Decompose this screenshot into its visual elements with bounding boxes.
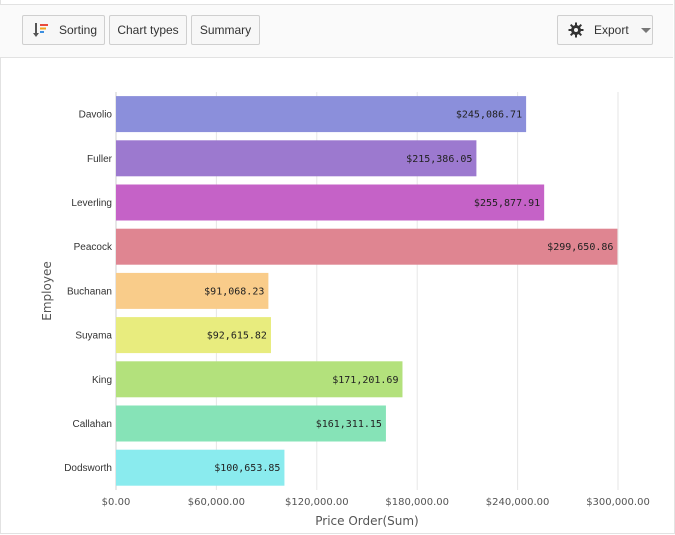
category-labels: Davolio Fuller Leverling Peacock Buchanan Suy…	[64, 110, 113, 475]
bar[interactable]	[116, 361, 403, 398]
chart-types-button[interactable]: Chart types	[109, 15, 187, 45]
bar[interactable]	[116, 449, 285, 486]
data-label: $245,086.71	[456, 110, 522, 121]
summary-button[interactable]: Summary	[191, 15, 260, 45]
bars: $245,086.71 $215,386.05 $255,877.91 $299,65…	[116, 96, 618, 486]
bar[interactable]	[116, 228, 618, 265]
bar[interactable]	[116, 184, 545, 221]
sorting-icon	[33, 23, 48, 37]
x-tick-labels: $0.00 $60,000.00 $120,000.00 $180,000.00 $24…	[102, 497, 650, 508]
data-label: $171,201.69	[332, 375, 398, 386]
category-label: Fuller	[87, 154, 113, 165]
x-tick-label: $180,000.00	[385, 497, 449, 508]
category-label: Davolio	[79, 110, 113, 121]
sorting-label: Sorting	[59, 23, 98, 37]
sorting-button[interactable]: Sorting	[22, 15, 105, 45]
category-label: King	[92, 375, 112, 386]
data-label: $100,653.85	[214, 463, 280, 474]
chevron-down-icon	[640, 27, 651, 33]
export-button[interactable]: Export	[557, 15, 653, 45]
x-tick-label: $60,000.00	[188, 497, 245, 508]
data-label: $215,386.05	[406, 154, 472, 165]
data-label: $161,311.15	[316, 419, 382, 430]
gear-icon	[568, 22, 584, 38]
bar[interactable]	[116, 405, 386, 442]
chart-types-label: Chart types	[117, 23, 179, 37]
bar[interactable]	[116, 140, 477, 177]
category-label: Suyama	[75, 331, 112, 342]
category-label: Leverling	[71, 198, 112, 209]
x-tick-label: $240,000.00	[486, 497, 550, 508]
export-label: Export	[594, 23, 629, 37]
x-tick-label: $300,000.00	[586, 497, 650, 508]
data-label: $92,615.82	[207, 331, 267, 342]
toolbar: Sorting Chart types Summary Export	[0, 4, 673, 58]
bar[interactable]	[116, 272, 269, 309]
category-label: Buchanan	[67, 286, 112, 297]
x-axis-title: Price Order(Sum)	[315, 514, 418, 528]
category-label: Dodsworth	[64, 463, 112, 474]
data-label: $91,068.23	[204, 286, 264, 297]
y-axis-title: Employee	[40, 261, 54, 320]
x-tick-label: $120,000.00	[285, 497, 349, 508]
category-label: Callahan	[73, 419, 112, 430]
bar[interactable]	[116, 317, 271, 354]
summary-label: Summary	[199, 23, 252, 37]
data-label: $255,877.91	[474, 198, 540, 209]
bar[interactable]	[116, 96, 527, 133]
data-label: $299,650.86	[547, 242, 613, 253]
x-tick-label: $0.00	[102, 497, 131, 508]
category-label: Peacock	[74, 242, 113, 253]
